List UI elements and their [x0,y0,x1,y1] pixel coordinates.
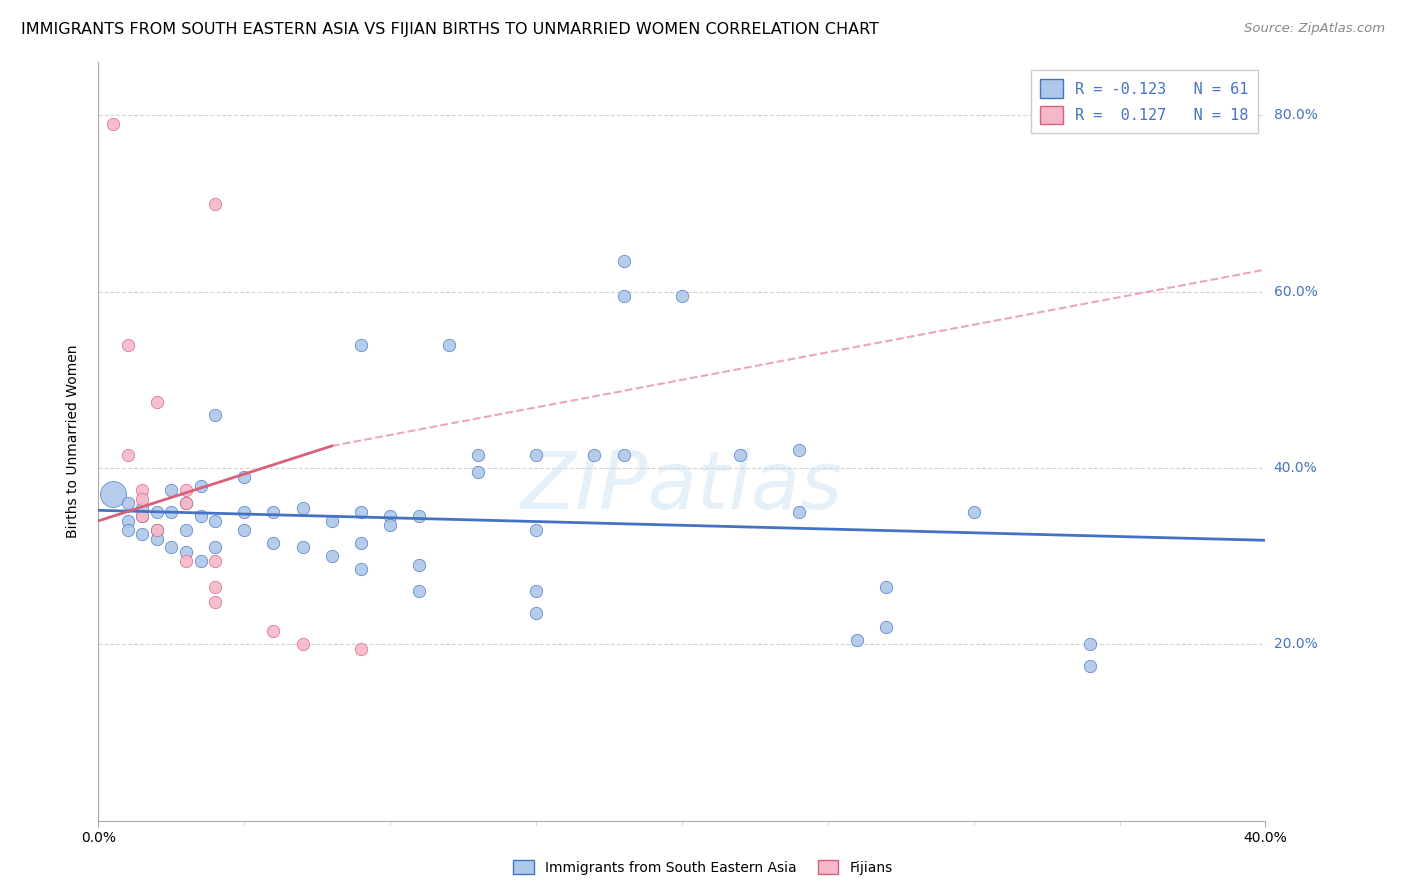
Point [671,289,693,303]
Point [380,509,402,524]
Point [101,487,124,501]
Point [204,553,226,567]
Point [233,523,256,537]
Point [131,491,153,506]
Point [612,289,634,303]
Point [160,483,183,497]
Point [350,505,373,519]
Point [962,505,984,519]
Point [612,448,634,462]
Point [262,624,284,639]
Point [117,514,139,528]
Point [204,595,226,609]
Text: Source: ZipAtlas.com: Source: ZipAtlas.com [1244,22,1385,36]
Point [204,514,226,528]
Point [146,505,169,519]
Point [408,584,430,599]
Point [408,509,430,524]
Point [146,523,169,537]
Point [174,545,197,559]
Point [1080,659,1102,673]
Point [190,553,212,567]
Point [612,253,634,268]
Point [131,509,153,524]
Point [204,196,226,211]
Point [350,562,373,576]
Point [787,443,810,458]
Point [875,580,897,594]
Point [291,541,314,555]
Point [730,448,752,462]
Text: ZIPatlas: ZIPatlas [520,448,844,526]
Point [350,337,373,351]
Text: 40.0%: 40.0% [1274,461,1317,475]
Point [190,509,212,524]
Point [467,466,489,480]
Point [321,549,343,563]
Point [524,523,547,537]
Point [174,523,197,537]
Point [146,395,169,409]
Point [160,541,183,555]
Point [291,637,314,651]
Point [524,584,547,599]
Text: 80.0%: 80.0% [1274,108,1317,122]
Point [233,505,256,519]
Point [524,607,547,621]
Point [437,337,460,351]
Point [131,483,153,497]
Point [291,500,314,515]
Point [875,620,897,634]
Point [1080,637,1102,651]
Point [524,448,547,462]
Point [408,558,430,572]
Point [131,500,153,515]
Point [174,496,197,510]
Point [350,641,373,656]
Point [174,496,197,510]
Point [117,448,139,462]
Point [262,536,284,550]
Point [117,496,139,510]
Point [117,523,139,537]
Point [174,553,197,567]
Point [131,509,153,524]
Point [467,448,489,462]
Point [380,518,402,533]
Point [321,514,343,528]
Point [117,337,139,351]
Point [583,448,606,462]
Point [204,541,226,555]
Point [204,580,226,594]
Point [233,470,256,484]
Point [262,505,284,519]
Point [350,536,373,550]
Text: IMMIGRANTS FROM SOUTH EASTERN ASIA VS FIJIAN BIRTHS TO UNMARRIED WOMEN CORRELATI: IMMIGRANTS FROM SOUTH EASTERN ASIA VS FI… [21,22,879,37]
Point [845,632,868,647]
Text: 20.0%: 20.0% [1274,637,1317,651]
Point [146,532,169,546]
Point [787,505,810,519]
Point [131,527,153,541]
Point [146,523,169,537]
Text: 60.0%: 60.0% [1274,285,1317,299]
Point [204,408,226,422]
Point [190,478,212,492]
Legend: Immigrants from South Eastern Asia, Fijians: Immigrants from South Eastern Asia, Fiji… [508,855,898,880]
Point [174,483,197,497]
Legend: R = -0.123   N = 61, R =  0.127   N = 18: R = -0.123 N = 61, R = 0.127 N = 18 [1031,70,1258,133]
Point [101,117,124,131]
Y-axis label: Births to Unmarried Women: Births to Unmarried Women [66,345,80,538]
Point [160,505,183,519]
